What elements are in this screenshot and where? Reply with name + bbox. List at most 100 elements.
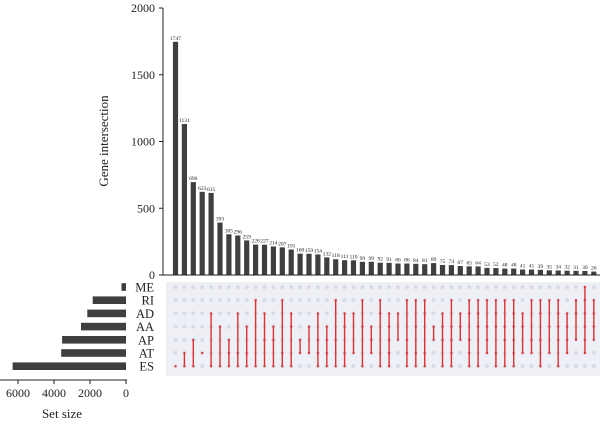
set-size-bar-chart	[12, 283, 127, 370]
bar-value-label: 159	[305, 248, 314, 254]
matrix-dot	[298, 324, 303, 329]
bar-value-label: 111	[341, 254, 349, 260]
matrix-dot-active	[512, 325, 515, 328]
matrix-dot	[200, 337, 205, 342]
matrix-dot	[298, 364, 303, 369]
matrix-dot-active	[192, 365, 195, 368]
matrix-dot	[271, 311, 276, 316]
bar-value-label: 110	[349, 254, 357, 260]
top-y-axis-label: Gene intersection	[96, 95, 111, 187]
matrix-dot	[458, 284, 463, 290]
matrix-dot	[431, 284, 436, 290]
set-size-bar	[92, 296, 126, 304]
intersection-bar	[306, 253, 312, 275]
matrix-dot-active	[245, 365, 248, 368]
matrix-dot	[431, 350, 436, 356]
intersection-bar	[493, 268, 499, 275]
matrix-dot	[182, 337, 187, 342]
matrix-dot-active	[236, 351, 239, 355]
matrix-dot-active	[459, 312, 462, 315]
matrix-dot	[306, 298, 312, 303]
intersection-bar	[190, 182, 196, 275]
matrix-dot	[351, 284, 356, 290]
matrix-dot	[226, 324, 231, 329]
intersection-bar	[172, 41, 179, 276]
matrix-dot	[191, 311, 196, 316]
matrix-dot	[431, 298, 436, 303]
matrix-dot-active	[548, 299, 551, 302]
intersection-bar	[368, 261, 374, 275]
matrix-dot	[191, 298, 196, 303]
intersection-bar	[511, 268, 517, 275]
matrix-dot-active	[423, 299, 426, 302]
bar-value-label: 92	[377, 257, 383, 263]
bar-value-label: 214	[269, 240, 278, 246]
matrix-dot	[200, 298, 205, 303]
matrix-dot	[324, 284, 329, 290]
matrix-dot	[484, 284, 490, 290]
matrix-dot-active	[290, 365, 293, 368]
matrix-dot-active	[512, 312, 515, 315]
matrix-dot-active	[218, 365, 222, 368]
matrix-dot	[315, 298, 320, 303]
matrix-dot	[342, 298, 347, 303]
matrix-dot-active	[245, 325, 248, 328]
matrix-dot	[591, 284, 596, 290]
matrix-dot	[520, 364, 525, 369]
intersection-bar	[413, 263, 419, 275]
matrix-dot	[520, 298, 525, 303]
matrix-dot	[369, 364, 374, 369]
set-size-bar	[12, 362, 127, 370]
bar-value-label: 65	[466, 260, 472, 266]
matrix-dot	[306, 284, 312, 290]
y-tick-label: 1500	[131, 68, 155, 82]
intersection-bar	[270, 246, 276, 275]
matrix-dot-active	[236, 312, 239, 315]
matrix-dot-active	[566, 325, 569, 328]
matrix-dot-active	[352, 351, 355, 355]
matrix-dot-active	[583, 285, 587, 289]
matrix-dot	[271, 298, 276, 303]
matrix-dot	[342, 284, 347, 290]
matrix-dot-active	[583, 325, 587, 328]
matrix-dot-active	[592, 338, 595, 341]
matrix-dot-active	[574, 312, 578, 315]
matrix-dot-active	[299, 351, 302, 355]
y-tick-label: 2000	[131, 1, 155, 15]
bar-value-label: 296	[234, 229, 243, 235]
bar-value-label: 154	[314, 248, 323, 254]
matrix-dot-active	[539, 299, 542, 302]
matrix-dot-active	[503, 325, 506, 328]
matrix-dot-active	[592, 299, 595, 302]
intersection-bar	[377, 262, 383, 275]
bar-value-label: 207	[278, 241, 287, 247]
matrix-dot	[173, 284, 178, 290]
matrix-dot-active	[485, 338, 489, 341]
matrix-dot	[387, 298, 392, 303]
matrix-dot-active	[334, 338, 337, 341]
matrix-dot-active	[477, 325, 480, 328]
matrix-dot-active	[566, 351, 569, 355]
matrix-dot-active	[316, 338, 319, 341]
matrix-dot-active	[423, 365, 426, 368]
intersection-bar	[422, 264, 428, 275]
matrix-dot-active	[343, 351, 346, 355]
matrix-dot-active	[557, 299, 560, 302]
matrix-dot	[538, 284, 543, 290]
intersection-bar	[582, 270, 588, 275]
matrix-dot	[431, 311, 436, 316]
matrix-dot-active	[281, 365, 284, 368]
y-tick-label: 1000	[131, 135, 155, 149]
set-label: AD	[136, 307, 154, 321]
matrix-dot-active	[530, 299, 533, 302]
matrix-dot-active	[405, 338, 408, 341]
matrix-dot	[182, 311, 187, 316]
matrix-dot	[369, 284, 374, 290]
matrix-dot-active	[405, 365, 408, 368]
bar-value-label: 696	[189, 176, 198, 182]
matrix-dot-active	[494, 351, 497, 355]
set-label: RI	[142, 294, 155, 308]
matrix-dot	[217, 284, 223, 290]
matrix-dot	[547, 364, 552, 369]
matrix-dot-active	[290, 325, 293, 328]
